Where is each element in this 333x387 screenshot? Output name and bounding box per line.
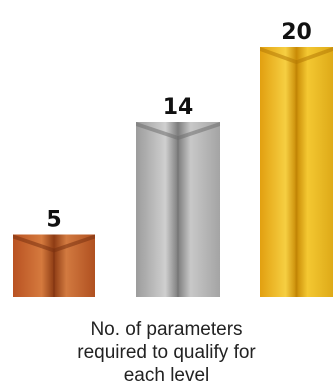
bar-chart: 5 14 20 <box>13 20 333 297</box>
bar-top-3 <box>260 47 333 65</box>
bar-3 <box>260 47 333 297</box>
caption-line-1: No. of parameters <box>90 319 243 340</box>
bar-value-label-1: 5 <box>46 208 61 233</box>
bar-value-label-2: 14 <box>163 95 194 120</box>
caption-line-2: required to qualify for <box>77 342 256 363</box>
bar-2 <box>136 122 220 297</box>
caption-line-3: each level <box>123 365 210 386</box>
bar-top-1 <box>13 234 95 253</box>
bar-1 <box>13 234 95 297</box>
bar-value-label-3: 20 <box>281 20 312 45</box>
chart-caption: No. of parameters required to qualify fo… <box>0 318 333 387</box>
bar-top-2 <box>136 122 220 140</box>
